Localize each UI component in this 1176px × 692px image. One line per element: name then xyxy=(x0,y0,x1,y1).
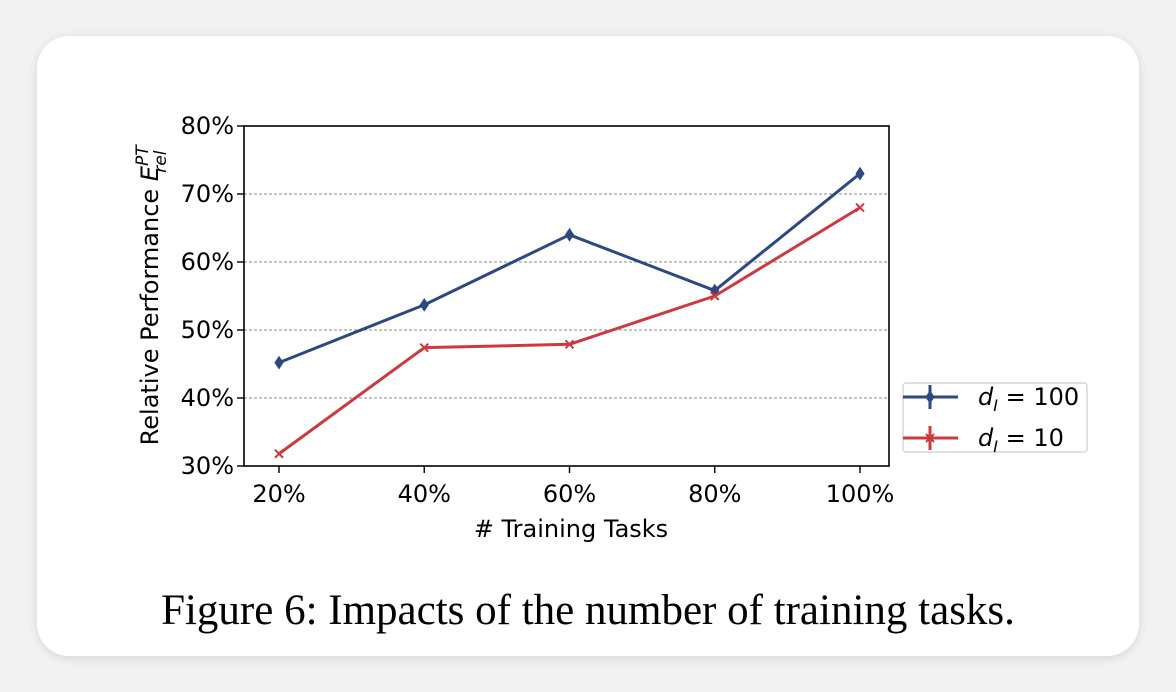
figure-caption: Figure 6: Impacts of the number of train… xyxy=(161,587,1015,634)
x-tick-label: 100% xyxy=(826,480,895,508)
series-line-1 xyxy=(278,172,861,365)
data-point-series-2 xyxy=(855,202,865,213)
data-point-series-1 xyxy=(419,297,429,312)
data-point-series-1 xyxy=(564,227,575,242)
x-axis-ticks: 20% 40% 60% 80% 100% xyxy=(252,466,894,508)
x-axis-label: # Training Tasks xyxy=(474,515,668,543)
data-point-series-1 xyxy=(855,166,865,181)
legend-marker xyxy=(925,433,935,443)
data-point-series-2 xyxy=(274,449,284,459)
data-point-series-2 xyxy=(419,342,429,353)
y-axis-label: Relative Performance EPTrel xyxy=(133,144,171,446)
grid-lines xyxy=(244,193,889,399)
y-tick-label: 40% xyxy=(181,384,234,412)
y-tick-label: 50% xyxy=(181,316,234,344)
y-tick-label: 80% xyxy=(181,112,234,140)
x-tick-label: 80% xyxy=(688,480,741,508)
data-point-series-2 xyxy=(710,291,720,301)
plot-frame xyxy=(243,125,890,467)
data-point-series-1 xyxy=(274,355,284,370)
legend-marker xyxy=(925,390,935,404)
legend-label: dI = 10 xyxy=(978,424,1064,456)
x-tick-label: 40% xyxy=(398,480,451,508)
figure-card xyxy=(37,36,1139,656)
series-group xyxy=(274,166,865,459)
y-tick-label: 60% xyxy=(181,248,234,276)
legend-box xyxy=(902,382,1088,453)
x-tick-label: 20% xyxy=(252,480,305,508)
legend: dI = 100 dI = 10 xyxy=(902,382,1088,456)
y-tick-label: 70% xyxy=(181,180,234,208)
data-point-series-2 xyxy=(564,339,575,349)
x-tick-label: 60% xyxy=(543,480,596,508)
y-axis-ticks: 30% 40% 50% 60% 70% 80% xyxy=(181,112,244,480)
y-tick-label: 30% xyxy=(181,452,234,480)
legend-label: dI = 100 xyxy=(978,383,1079,415)
